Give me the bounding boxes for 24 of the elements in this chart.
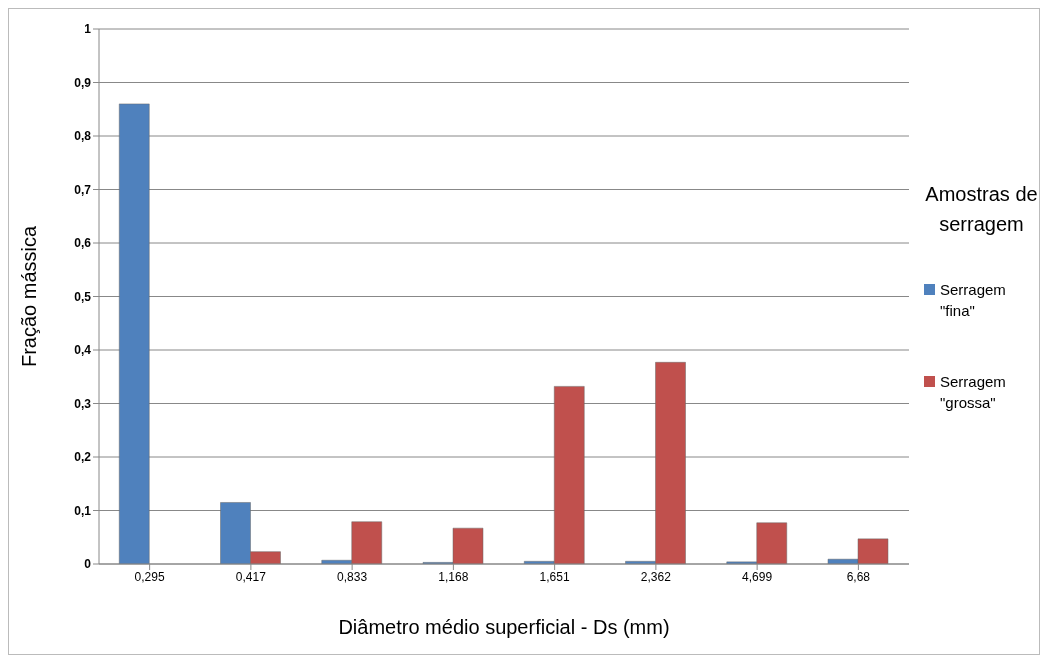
- x-axis-title: Diâmetro médio superficial - Ds (mm): [338, 616, 670, 638]
- x-tick-label: 0,833: [337, 569, 368, 584]
- y-tick-label: 0: [84, 557, 92, 572]
- y-axis-title: Fração mássica: [18, 225, 41, 368]
- legend-label: Serragem "fina": [940, 280, 1007, 321]
- y-tick-label: 0,5: [74, 289, 92, 304]
- x-tick-label: 1,651: [539, 569, 570, 584]
- x-tick-label: 2,362: [640, 569, 672, 584]
- legend-label: Serragem "grossa": [940, 372, 1007, 413]
- y-tick-label: 0,1: [74, 503, 92, 518]
- y-tick-label: 0,2: [74, 450, 92, 465]
- x-tick-label: 0,295: [134, 569, 165, 584]
- x-tick-label: 0,417: [235, 569, 267, 584]
- y-tick-label: 0,3: [74, 396, 92, 411]
- y-tick-label: 0,7: [74, 182, 92, 197]
- x-tick-label: 1,168: [438, 569, 469, 584]
- legend-title: Amostras de serragem: [924, 182, 1039, 237]
- x-tick-label: 4,699: [742, 569, 773, 584]
- y-tick-label: 0,4: [74, 343, 92, 358]
- y-tick-label: 0,8: [74, 129, 92, 144]
- y-tick-label: 0,9: [74, 75, 92, 90]
- y-tick-label: 0,6: [74, 236, 92, 251]
- y-tick-label: 1: [84, 22, 92, 37]
- x-tick-label: 6,68: [846, 569, 871, 584]
